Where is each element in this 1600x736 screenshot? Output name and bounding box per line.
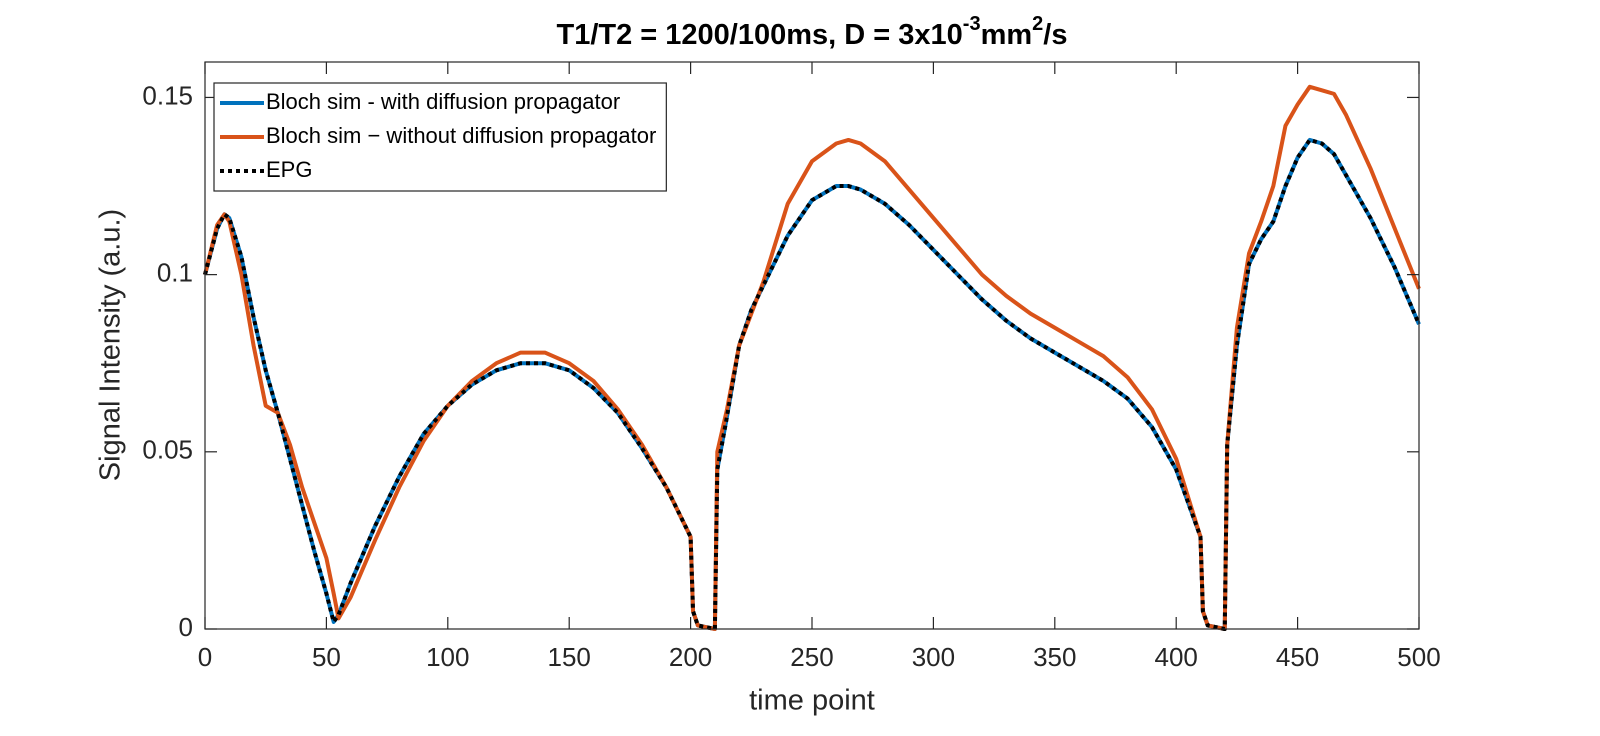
x-tick-label: 200 [669,642,712,672]
x-tick-label: 450 [1276,642,1319,672]
y-tick-label: 0.1 [157,258,193,288]
x-tick-label: 350 [1033,642,1076,672]
title-superscript: 2 [1032,13,1043,35]
x-axis-label: time point [749,685,875,717]
y-axis-label: Signal Intensity (a.u.) [95,209,127,481]
legend-label: Bloch sim − without diffusion propagator [266,123,656,148]
legend-label: EPG [266,157,312,182]
y-tick-label: 0.05 [142,435,193,465]
x-tick-label: 250 [790,642,833,672]
x-tick-label: 300 [912,642,955,672]
x-tick-label: 0 [198,642,212,672]
y-tick-label: 0 [179,612,193,642]
x-tick-label: 150 [548,642,591,672]
legend: Bloch sim - with diffusion propagator Blo… [213,82,667,192]
x-tick-label: 500 [1397,642,1440,672]
x-tick-label: 400 [1155,642,1198,672]
legend-box [213,82,667,192]
title-superscript: -3 [963,13,981,35]
title-text: /s [1043,19,1067,51]
y-tick-label: 0.15 [142,80,193,110]
legend-label: Bloch sim - with diffusion propagator [266,89,620,114]
title-text: mm [981,19,1033,51]
data-line [203,137,1421,631]
x-tick-label: 50 [312,642,341,672]
x-tick-label: 100 [426,642,469,672]
title-text: T1/T2 = 1200/100ms, D = 3x10 [557,19,963,51]
chart-title: T1/T2 = 1200/100ms, D = 3x10-3mm2/s [557,13,1068,50]
